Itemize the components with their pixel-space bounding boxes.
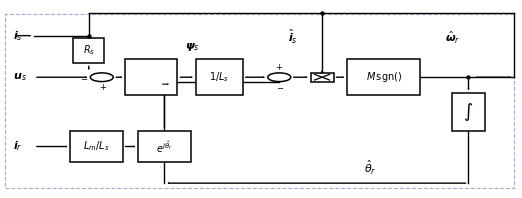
Text: $1/L_s$: $1/L_s$ <box>209 70 229 84</box>
Bar <box>196 59 243 95</box>
Text: $\hat{\boldsymbol{i}}_s$: $\hat{\boldsymbol{i}}_s$ <box>289 27 298 46</box>
Text: $+$: $+$ <box>275 62 283 72</box>
Text: $\int$: $\int$ <box>464 101 473 123</box>
Circle shape <box>268 73 291 82</box>
Bar <box>452 93 485 131</box>
Text: $R_s$: $R_s$ <box>82 44 95 57</box>
Text: $\boldsymbol{u}_s$: $\boldsymbol{u}_s$ <box>13 71 27 83</box>
Text: $\hat{\boldsymbol{\omega}}_r$: $\hat{\boldsymbol{\omega}}_r$ <box>445 29 460 46</box>
Text: $-$: $-$ <box>276 82 284 91</box>
Bar <box>125 59 177 95</box>
Text: $L_m/L_s$: $L_m/L_s$ <box>84 140 110 153</box>
Text: $M\,\mathrm{sgn}()$: $M\,\mathrm{sgn}()$ <box>365 70 402 84</box>
Bar <box>70 131 123 162</box>
Text: $\boldsymbol{i}_s$: $\boldsymbol{i}_s$ <box>13 29 23 43</box>
Bar <box>73 38 104 63</box>
Text: $+$: $+$ <box>99 82 107 92</box>
Bar <box>311 73 334 82</box>
Text: $\hat{\theta}_r$: $\hat{\theta}_r$ <box>364 158 377 177</box>
Bar <box>138 131 191 162</box>
Circle shape <box>90 73 113 82</box>
Bar <box>347 59 420 95</box>
Text: $e^{j\hat{\theta}_r}$: $e^{j\hat{\theta}_r}$ <box>156 138 173 155</box>
Text: $\boldsymbol{\psi}_s$: $\boldsymbol{\psi}_s$ <box>185 41 200 53</box>
Text: $-$: $-$ <box>80 73 88 82</box>
Bar <box>5 14 514 188</box>
Text: $\boldsymbol{i}_r$: $\boldsymbol{i}_r$ <box>13 140 22 153</box>
